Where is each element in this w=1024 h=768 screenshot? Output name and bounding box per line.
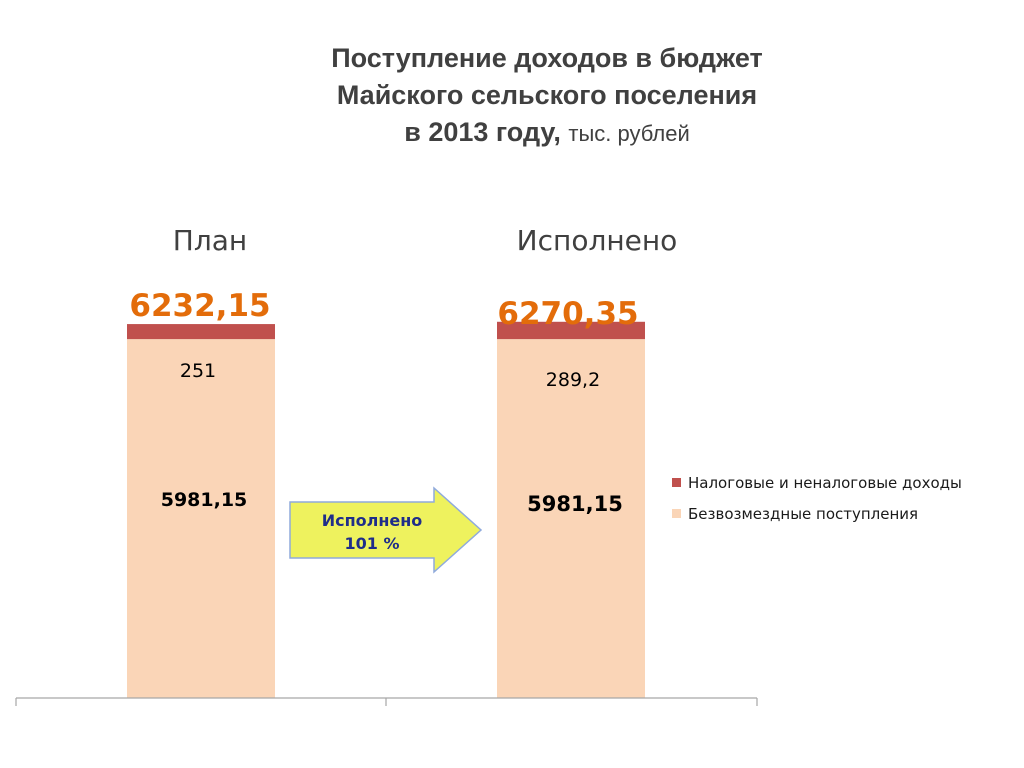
category-label-executed: Исполнено [516,224,678,257]
data-label-tax-executed: 289,2 [545,369,601,391]
total-label-plan: 6232,15 [129,288,271,324]
legend-swatch-tax [672,478,681,487]
legend-item-tax: Налоговые и неналоговые доходы [672,467,962,498]
title-unit: тыс. рублей [568,121,690,146]
total-label-executed: 6270,35 [497,296,639,332]
legend-label-tax: Налоговые и неналоговые доходы [688,473,962,492]
bar-segment-grants-1 [497,339,645,698]
legend-item-grants: Безвозмездные поступления [672,498,962,529]
legend-label-grants: Безвозмездные поступления [688,504,919,523]
arrow-callout-line-1: Исполнено [321,511,423,530]
bar-segment-tax-1 [497,321,645,340]
data-label-tax-plan: 251 [179,360,217,382]
title-year: в 2013 году, [404,117,561,147]
chart-title: Поступление доходов в бюджет Майского се… [0,40,1024,152]
arrow-callout-line-2: 101 % [344,534,400,553]
title-line-1: Поступление доходов в бюджет [331,43,763,73]
data-label-grants-plan: 5981,15 [160,489,248,511]
executed-arrow-shape [289,486,483,574]
category-label-plan: План [172,224,248,257]
bar-segment-grants-0 [127,339,275,698]
title-line-3: в 2013 году, тыс. рублей [0,114,1024,152]
bar-segment-tax-0 [127,324,275,340]
chart-legend: Налоговые и неналоговые доходы Безвозмез… [672,467,962,529]
legend-swatch-grants [672,509,681,518]
title-line-2: Майского сельского поселения [336,80,758,110]
data-label-grants-executed: 5981,15 [527,492,623,516]
arrow-callout-text: Исполнено 101 % [302,509,442,555]
